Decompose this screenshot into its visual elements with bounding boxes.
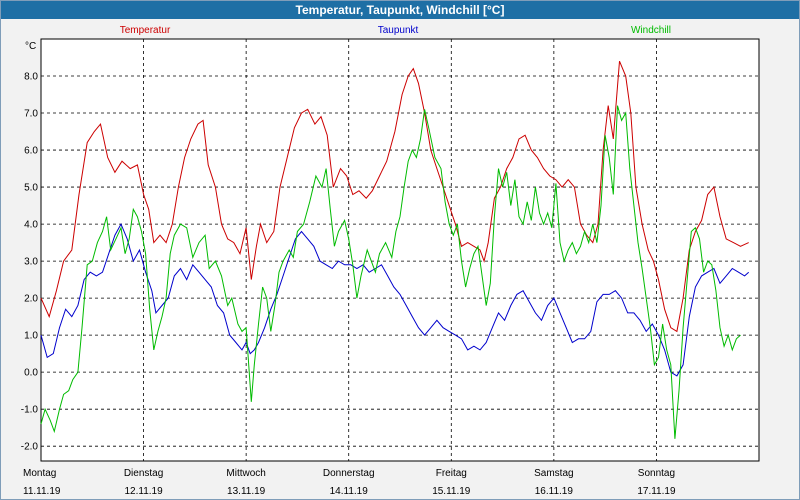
x-tick-date-label: 17.11.19 <box>637 486 676 497</box>
chart-title: Temperatur, Taupunkt, Windchill [°C] <box>1 1 799 19</box>
y-tick-label: 4.0 <box>24 220 38 231</box>
x-tick-day-label: Sonntag <box>638 468 675 479</box>
y-tick-label: 8.0 <box>24 72 38 83</box>
y-axis: °C -2.0 -1.0 0.0 1.0 2.0 3.0 4.0 5.0 6.0 7.0 8.0 <box>21 41 39 453</box>
y-axis-unit-label: °C <box>25 41 36 52</box>
legend: Temperatur Taupunkt Windchill <box>120 25 671 36</box>
series-line-temperatur <box>40 61 749 333</box>
y-tick-label: 1.0 <box>24 331 38 342</box>
y-tick-label: 7.0 <box>24 109 38 120</box>
grid <box>41 39 759 461</box>
x-tick-day-label: Mittwoch <box>226 468 265 479</box>
x-tick-date-label: 15.11.19 <box>432 486 471 497</box>
x-tick-date-label: 16.11.19 <box>535 486 574 497</box>
x-tick-day-label: Samstag <box>534 468 573 479</box>
y-tick-label: 3.0 <box>24 257 38 268</box>
x-axis: Montag 11.11.19 Dienstag 12.11.19 Mittwoch 13… <box>23 468 676 497</box>
series-line-windchill <box>40 105 741 439</box>
y-tick-label: 6.0 <box>24 146 38 157</box>
series-line-taupunkt <box>40 222 750 377</box>
y-tick-label: -2.0 <box>21 442 39 453</box>
x-tick-day-label: Freitag <box>436 468 467 479</box>
x-tick-day-label: Montag <box>23 468 56 479</box>
x-tick-day-label: Donnerstag <box>323 468 375 479</box>
y-tick-label: 2.0 <box>24 294 38 305</box>
legend-entry-taupunkt: Taupunkt <box>378 25 419 36</box>
legend-entry-temperatur: Temperatur <box>120 25 171 36</box>
x-tick-date-label: 11.11.19 <box>23 486 61 497</box>
x-tick-date-label: 13.11.19 <box>227 486 266 497</box>
x-tick-date-label: 14.11.19 <box>330 486 369 497</box>
legend-entry-windchill: Windchill <box>631 25 671 36</box>
series-lines <box>40 61 750 439</box>
y-tick-label: -1.0 <box>21 405 39 416</box>
plot-area <box>40 38 760 462</box>
x-tick-day-label: Dienstag <box>124 468 163 479</box>
y-tick-label: 5.0 <box>24 183 38 194</box>
y-tick-label: 0.0 <box>24 368 38 379</box>
x-tick-date-label: 12.11.19 <box>124 486 163 497</box>
